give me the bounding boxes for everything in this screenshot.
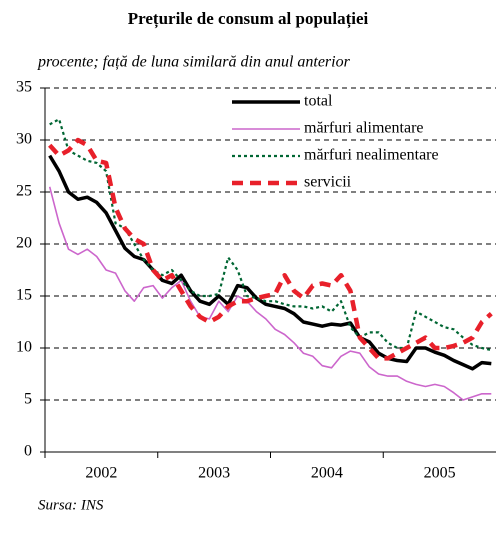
- chart-subtitle: procente; față de luna similară din anul…: [37, 54, 351, 71]
- y-tick-label: 0: [24, 443, 32, 460]
- y-tick-label: 35: [16, 79, 32, 96]
- y-tick-label: 20: [16, 235, 32, 252]
- x-tick-label: 2003: [198, 465, 230, 482]
- y-tick-label: 25: [16, 183, 32, 200]
- legend-label: mărfuri alimentare: [304, 120, 424, 137]
- series-line: [48, 186, 492, 401]
- series-line: [48, 137, 493, 361]
- y-tick-label: 10: [16, 339, 32, 356]
- x-tick-label: 2002: [85, 465, 117, 482]
- series-line: [48, 154, 492, 371]
- x-tick-label: 2004: [311, 465, 343, 482]
- source-note: Sursa: INS: [38, 497, 104, 513]
- series-line: [49, 118, 492, 352]
- y-tick-label: 30: [16, 131, 32, 148]
- x-tick-label: 2005: [424, 465, 456, 482]
- legend-label: mărfuri nealimentare: [304, 147, 439, 164]
- legend-label: servicii: [304, 174, 352, 191]
- y-tick-label: 5: [24, 391, 32, 408]
- chart-title: Prețurile de consum al populației: [128, 9, 369, 29]
- legend-label: total: [304, 93, 333, 110]
- y-tick-label: 15: [16, 287, 32, 304]
